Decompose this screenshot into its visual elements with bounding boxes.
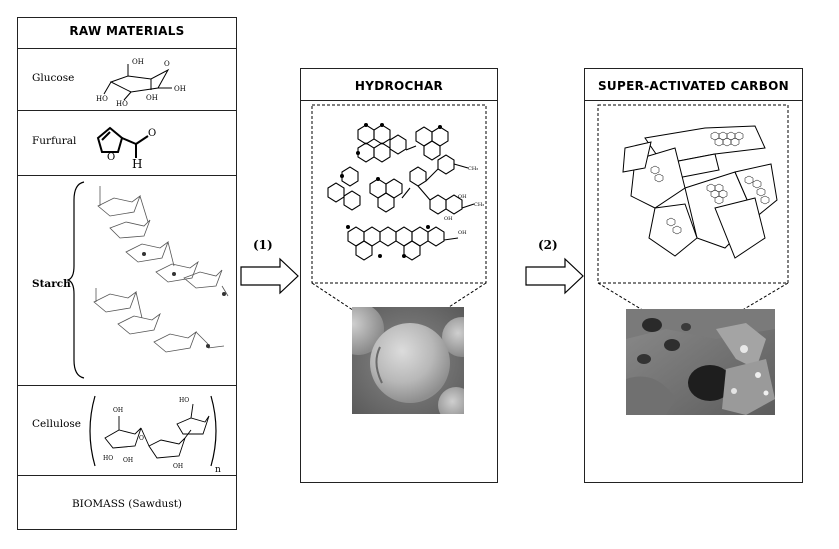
starch-brace: [66, 181, 85, 379]
glucose-structure: OH HO HO OH O OH: [96, 58, 186, 108]
svg-text:OH: OH: [123, 457, 133, 464]
glucose-label: Glucose: [32, 72, 75, 84]
arrow-right-icon: [240, 257, 299, 295]
cellulose-label: Cellulose: [32, 418, 82, 430]
cellulose-subscript-n: n: [215, 465, 221, 475]
svg-text:O: O: [139, 435, 144, 442]
chem-label: OH: [458, 194, 467, 200]
biomass-label: BIOMASS (Sawdust): [71, 498, 183, 510]
activated-carbon-title: SUPER-ACTIVATED CARBON: [597, 79, 790, 93]
divider: [18, 48, 236, 49]
divider: [585, 100, 802, 101]
hydrochar-sem-image: [352, 307, 464, 414]
step-2-label: (2): [538, 238, 558, 252]
svg-text:O: O: [164, 60, 170, 68]
svg-text:OH: OH: [132, 58, 144, 66]
svg-text:OH: OH: [174, 85, 186, 93]
svg-text:HO: HO: [96, 95, 108, 103]
svg-text:OH: OH: [146, 94, 158, 102]
divider: [18, 175, 236, 176]
starch-label: Starch: [32, 278, 71, 290]
arrow-right-icon: [525, 257, 584, 295]
furfural-label: Furfural: [32, 135, 77, 147]
starch-structure: [93, 186, 229, 353]
chem-label: CH₃: [474, 202, 484, 208]
divider: [18, 110, 236, 111]
raw-materials-panel: RAW MATERIALS Glucose Furfural Starch Ce…: [17, 17, 237, 530]
svg-text:OH: OH: [113, 407, 123, 414]
divider: [301, 100, 497, 101]
graphene-sheets-illustration: [622, 125, 778, 259]
svg-text:OH: OH: [173, 463, 183, 470]
divider: [18, 475, 236, 476]
step-1-label: (1): [253, 238, 273, 252]
furfural-structure: O O H: [96, 126, 156, 171]
divider: [18, 385, 236, 386]
chem-label: OH: [458, 230, 467, 236]
svg-text:HO: HO: [103, 455, 113, 462]
cellulose-structure: OH HO OH HO OH O n: [89, 395, 221, 475]
hydrochar-molecular-structure: CH₃ CH₃ OH OH OH: [327, 123, 484, 261]
svg-text:O: O: [148, 128, 156, 139]
chem-label: OH: [444, 216, 453, 222]
activated-carbon-sem-image: [626, 309, 775, 415]
svg-text:H: H: [132, 157, 142, 171]
chem-label: CH₃: [468, 166, 478, 172]
hydrochar-title: HYDROCHAR: [354, 79, 444, 93]
svg-text:HO: HO: [116, 100, 128, 108]
svg-text:HO: HO: [179, 397, 189, 404]
svg-text:O: O: [107, 152, 115, 163]
raw-materials-title: RAW MATERIALS: [69, 24, 185, 38]
